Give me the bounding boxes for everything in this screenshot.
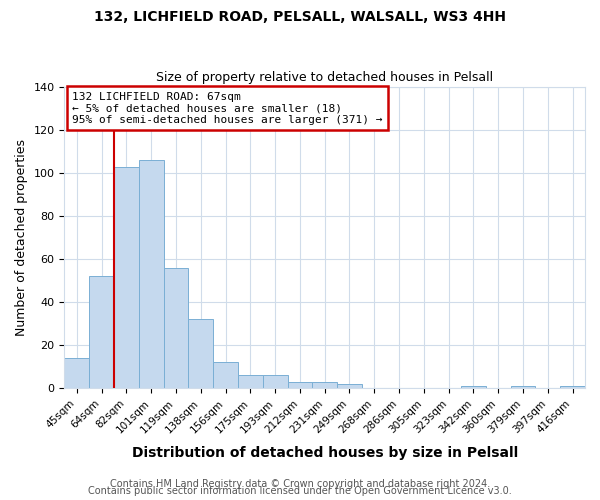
Bar [287, 382, 313, 388]
Bar [263, 376, 287, 388]
Bar [213, 362, 238, 388]
X-axis label: Distribution of detached houses by size in Pelsall: Distribution of detached houses by size … [131, 446, 518, 460]
Bar [164, 268, 188, 388]
Text: 132, LICHFIELD ROAD, PELSALL, WALSALL, WS3 4HH: 132, LICHFIELD ROAD, PELSALL, WALSALL, W… [94, 10, 506, 24]
Bar [139, 160, 164, 388]
Bar [560, 386, 585, 388]
Bar [188, 320, 213, 388]
Bar [238, 376, 263, 388]
Bar [511, 386, 535, 388]
Bar [89, 276, 114, 388]
Bar [337, 384, 362, 388]
Y-axis label: Number of detached properties: Number of detached properties [15, 139, 28, 336]
Bar [461, 386, 486, 388]
Bar [114, 166, 139, 388]
Text: Contains public sector information licensed under the Open Government Licence v3: Contains public sector information licen… [88, 486, 512, 496]
Text: Contains HM Land Registry data © Crown copyright and database right 2024.: Contains HM Land Registry data © Crown c… [110, 479, 490, 489]
Text: 132 LICHFIELD ROAD: 67sqm
← 5% of detached houses are smaller (18)
95% of semi-d: 132 LICHFIELD ROAD: 67sqm ← 5% of detach… [72, 92, 383, 125]
Bar [313, 382, 337, 388]
Title: Size of property relative to detached houses in Pelsall: Size of property relative to detached ho… [156, 72, 493, 85]
Bar [64, 358, 89, 388]
